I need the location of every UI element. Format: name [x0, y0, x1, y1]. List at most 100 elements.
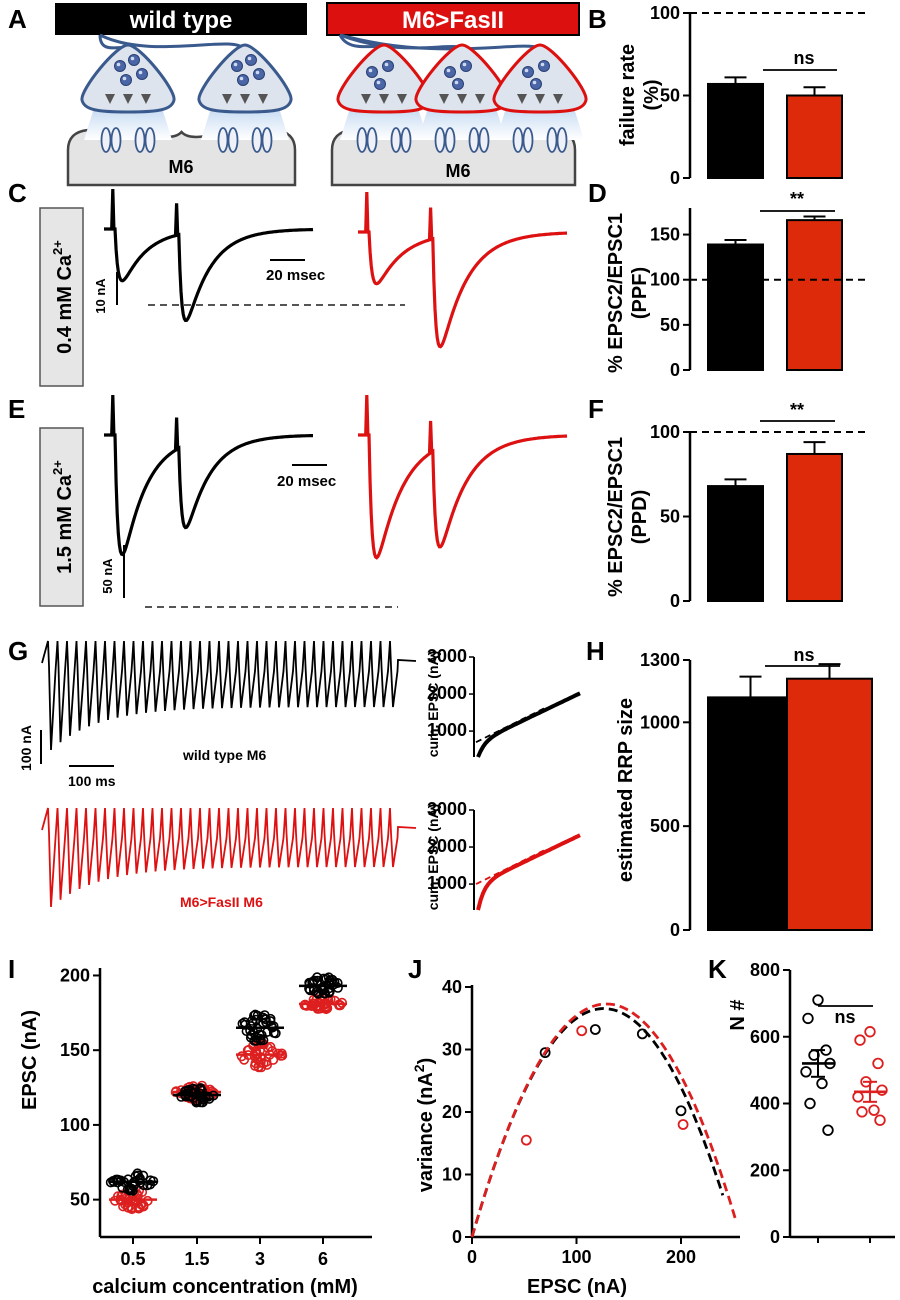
panel-e-condition-sup: 2+ [50, 460, 65, 475]
bouton-mut-2-vesicle-highlight [446, 68, 451, 73]
panel-j-ylabel: variance (nA2) [411, 1058, 437, 1193]
panel-i-point-wild-type [126, 1183, 137, 1194]
panel-h-bar-wild-type [707, 696, 794, 932]
panel-d-ytick-label: 150 [650, 225, 680, 245]
panel-k-point-mutant [874, 1114, 886, 1126]
panel-i-ytick-label: 100 [60, 1115, 90, 1135]
panel-c-amp-scale-label: 10 nA [93, 278, 108, 314]
bouton-wt-2-vesicle [231, 60, 243, 72]
panel-k-point-wild-type [804, 1097, 816, 1110]
panel-e-condition-text: 1.5 mM Ca [54, 474, 76, 574]
panel-k-point-mutant [876, 1084, 888, 1096]
bouton-wt-1-active-zone [123, 94, 133, 104]
panel-f-bar-mutant [786, 452, 843, 602]
bouton-wt-1-vesicle-highlight [116, 62, 121, 67]
inset-wt-linear-fit [475, 707, 545, 743]
bouton-mut-2-active-zone [475, 94, 485, 104]
panel-j-ytick-label: 10 [442, 1165, 462, 1185]
panel-c-condition-text: 0.4 mM Ca [54, 254, 76, 354]
panel-j-ylabel-close: ) [415, 1058, 437, 1065]
bouton-wt-2-receptor [217, 127, 229, 153]
panel-label-f: F [588, 394, 604, 424]
panel-e: E 1.5 mM Ca2+ 20 msec 50 nA [8, 394, 568, 608]
bouton-mut-2-vesicle [460, 60, 472, 72]
panel-d-ytick-label: 0 [670, 360, 680, 380]
panel-i-xtick-label: 1.5 [184, 1249, 209, 1269]
panel-c: C 0.4 mM Ca2+ 20 msec 10 nA [8, 178, 567, 387]
bouton-wt-2-receptor [251, 127, 263, 153]
panel-k-point-mutant [872, 1057, 884, 1070]
inset-wt-tick-label: 1000 [427, 720, 467, 740]
bouton-mut-2-active-zone [439, 94, 449, 104]
panel-c-condition: 0.4 mM Ca2+ [50, 240, 76, 354]
panel-label-b: B [588, 4, 607, 34]
bouton-mut-1-receptor [366, 127, 378, 153]
panel-f: F % EPSC2/EPSC1 (PPD) ** 0 50 100 [588, 394, 866, 611]
panel-a: A wild type M6>FasII M6 M6 [8, 2, 588, 187]
wild-type-banner [55, 3, 307, 35]
mutant-banner-label: M6>FasII [402, 7, 504, 34]
panel-k-point-mutant [856, 1106, 868, 1118]
panel-k-ytick-label: 0 [770, 1227, 780, 1247]
bouton-mut-1-vesicle [374, 78, 386, 90]
panel-b-ytick-label: 100 [650, 3, 680, 23]
panel-b-ytick-label: 0 [670, 168, 680, 188]
bouton-wt-1-vesicle-highlight [122, 76, 127, 81]
panel-b-ylabel: failure rate (%) [617, 44, 663, 146]
panel-i-ylabel: EPSC (nA) [19, 1010, 41, 1110]
panel-k-point-mutant [854, 1034, 866, 1046]
panel-i-point-wild-type [268, 1021, 279, 1032]
bouton-mut-1-vesicle-highlight [384, 62, 389, 67]
panel-i-point-wild-type [313, 988, 324, 999]
panel-label-a: A [8, 4, 27, 34]
panel-g-time-scale-label: 100 ms [68, 773, 116, 789]
panel-d-sig: ** [790, 189, 804, 209]
panel-g-amp-scale-label: 100 nA [18, 725, 34, 771]
panel-j-point-wild-type [636, 1028, 648, 1040]
panel-f-sig: ** [790, 400, 804, 420]
panel-i-point-wild-type [250, 1009, 261, 1020]
panel-k-point-mutant [864, 1026, 876, 1038]
panel-i-point-mutant [255, 1052, 266, 1063]
panel-b-ylabel-line1: failure rate [617, 44, 639, 146]
panel-label-g: G [8, 636, 28, 666]
bouton-mut-3-receptor [556, 127, 568, 153]
bouton-mut-2-receptor [478, 127, 490, 153]
bouton-mut-3-receptor [522, 127, 534, 153]
panel-d: D % EPSC2/EPSC1 (PPF) ** 0 50 100 150 [588, 178, 866, 380]
panel-k-ytick-label: 600 [750, 1027, 780, 1047]
panel-j-xtick-label: 200 [666, 1247, 696, 1267]
bouton-wt-1-active-zone [141, 94, 151, 104]
bouton-wt-1-active-zone [105, 94, 115, 104]
bouton-wt-1-vesicle [128, 54, 140, 66]
bouton-mut-2-receptor [444, 127, 456, 153]
panel-j-ylabel-text: variance (nA [415, 1072, 437, 1192]
panel-c-time-scale-label: 20 msec [266, 267, 325, 284]
panel-h-ytick-label: 500 [650, 816, 680, 836]
panel-i-xtick-label: 0.5 [120, 1249, 145, 1269]
panel-i-ytick-label: 50 [70, 1190, 90, 1210]
bouton-mut-1-receptor [390, 127, 402, 153]
panel-i-point-wild-type [249, 1010, 260, 1021]
panel-b-ytick-label: 50 [660, 86, 680, 106]
bouton-wt-2-receptor [227, 127, 239, 153]
panel-f-ytick-label: 100 [650, 422, 680, 442]
panel-i-point-mutant [137, 1187, 148, 1198]
bouton-mut-1-vesicle-highlight [368, 68, 373, 73]
panel-j-ytick-label: 20 [442, 1102, 462, 1122]
bouton-mut-2-vesicle-highlight [462, 62, 467, 67]
panel-h-ytick-label: 0 [670, 920, 680, 940]
panel-f-ylabel-line2: (PPD) [629, 490, 651, 544]
panel-i-point-mutant [250, 1060, 261, 1071]
bouton-wt-1-receptor [134, 127, 146, 153]
bouton-mut-2-active-zone [457, 94, 467, 104]
panel-i-point-wild-type [258, 1035, 269, 1046]
train-trace-wild-type [41, 640, 417, 751]
axon-wt-2 [99, 33, 245, 50]
panel-e-amp-scale-label: 50 nA [100, 558, 115, 594]
bouton-wt-1-receptor [144, 127, 156, 153]
panel-i-xtick-label: 6 [318, 1249, 328, 1269]
panel-f-bar-wild-type [707, 485, 764, 602]
inset-wt-tick-label: 2000 [427, 683, 467, 703]
